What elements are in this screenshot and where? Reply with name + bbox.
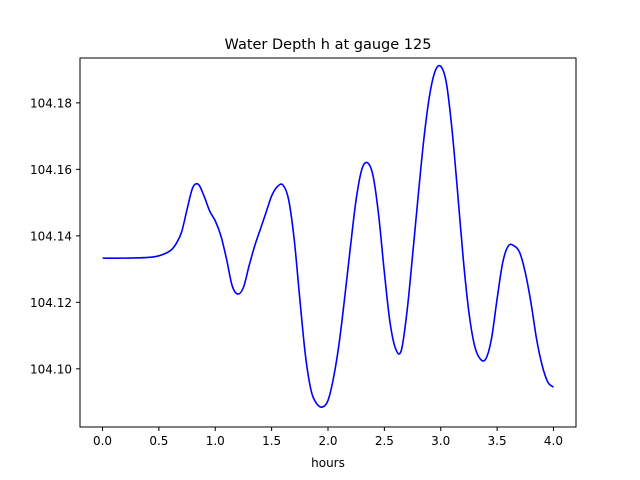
y-tick-label: 104.16 <box>30 163 72 177</box>
x-tick-label: 0.5 <box>149 434 168 448</box>
series-line-0 <box>102 64 554 408</box>
x-tick-label: 2.5 <box>375 434 394 448</box>
chart-title: Water Depth h at gauge 125 <box>225 37 432 53</box>
x-tick-label: 2.0 <box>318 434 337 448</box>
x-axis-ticks: 0.0 0.5 1.0 1.5 2.0 2.5 3.0 3.5 4.0 <box>93 427 563 448</box>
x-tick-label: 3.5 <box>488 434 507 448</box>
x-axis-label: hours <box>311 456 345 470</box>
y-tick-label: 104.10 <box>30 362 72 376</box>
x-tick-label: 1.0 <box>206 434 225 448</box>
y-tick-label: 104.14 <box>30 229 72 243</box>
plot-frame <box>79 57 577 428</box>
y-tick-label: 104.18 <box>30 96 72 110</box>
x-tick-label: 0.0 <box>93 434 112 448</box>
x-tick-label: 3.0 <box>431 434 450 448</box>
x-tick-label: 4.0 <box>544 434 563 448</box>
y-axis-ticks: 104.10 104.12 104.14 104.16 104.18 <box>30 96 80 376</box>
x-tick-label: 1.5 <box>262 434 281 448</box>
plot-area <box>102 64 554 408</box>
y-tick-label: 104.12 <box>30 296 72 310</box>
